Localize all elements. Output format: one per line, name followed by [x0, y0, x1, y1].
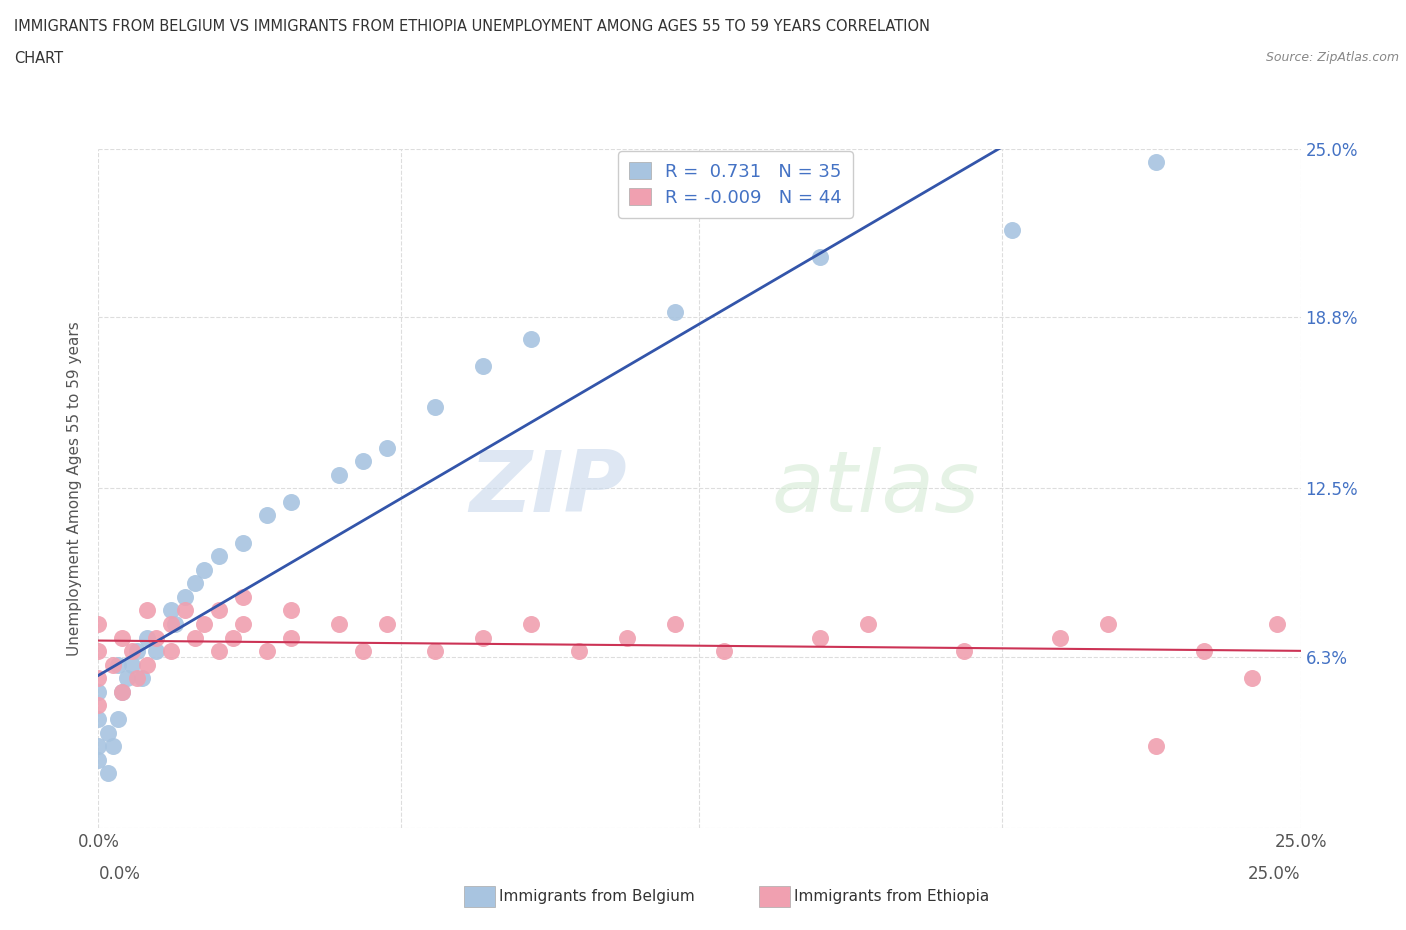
Point — [87, 738, 110, 753]
Point — [1241, 671, 1264, 685]
Text: Source: ZipAtlas.com: Source: ZipAtlas.com — [1265, 51, 1399, 64]
Point — [125, 644, 148, 658]
Point — [208, 644, 231, 658]
Point — [520, 331, 543, 346]
Point — [135, 631, 157, 645]
Point — [183, 576, 205, 591]
Point — [232, 617, 254, 631]
Point — [107, 658, 129, 672]
Text: 0.0%: 0.0% — [98, 865, 141, 884]
Text: Immigrants from Belgium: Immigrants from Belgium — [499, 889, 695, 904]
Point — [97, 766, 120, 781]
Point — [135, 658, 157, 672]
Legend: R =  0.731   N = 35, R = -0.009   N = 44: R = 0.731 N = 35, R = -0.009 N = 44 — [619, 151, 853, 218]
Point — [520, 617, 543, 631]
Point — [280, 631, 302, 645]
Point — [111, 684, 134, 699]
Text: CHART: CHART — [14, 51, 63, 66]
Point — [131, 671, 153, 685]
Point — [183, 631, 205, 645]
Point — [664, 617, 686, 631]
Point — [472, 359, 495, 374]
Point — [222, 631, 245, 645]
Point — [145, 644, 167, 658]
Point — [375, 440, 398, 455]
Point — [101, 738, 124, 753]
Point — [328, 617, 350, 631]
Point — [1144, 738, 1167, 753]
Point — [1049, 631, 1071, 645]
Point — [472, 631, 495, 645]
Point — [159, 603, 181, 618]
Point — [87, 644, 110, 658]
Point — [713, 644, 735, 658]
Point — [174, 603, 197, 618]
Point — [87, 711, 110, 726]
Point — [145, 631, 167, 645]
Point — [856, 617, 879, 631]
Point — [174, 590, 197, 604]
Point — [193, 617, 215, 631]
Text: atlas: atlas — [772, 446, 980, 530]
Point — [87, 684, 110, 699]
Point — [423, 399, 446, 414]
Point — [808, 250, 831, 265]
Text: 25.0%: 25.0% — [1249, 865, 1301, 884]
Point — [280, 495, 302, 510]
Point — [352, 644, 374, 658]
Point — [87, 671, 110, 685]
Point — [352, 454, 374, 469]
Point — [117, 671, 139, 685]
Point — [1097, 617, 1119, 631]
Point — [159, 617, 181, 631]
Point — [328, 467, 350, 482]
Y-axis label: Unemployment Among Ages 55 to 59 years: Unemployment Among Ages 55 to 59 years — [67, 321, 83, 656]
Point — [125, 671, 148, 685]
Point — [616, 631, 638, 645]
Point — [101, 658, 124, 672]
Point — [568, 644, 591, 658]
Point — [87, 617, 110, 631]
Point — [375, 617, 398, 631]
Point — [135, 603, 157, 618]
Point — [1144, 155, 1167, 170]
Point — [1001, 223, 1024, 238]
Point — [232, 535, 254, 550]
Point — [256, 644, 278, 658]
Point — [111, 631, 134, 645]
Point — [87, 698, 110, 713]
Point — [107, 711, 129, 726]
Point — [111, 684, 134, 699]
Point — [256, 508, 278, 523]
Point — [664, 304, 686, 319]
Point — [953, 644, 976, 658]
Point — [280, 603, 302, 618]
Point — [121, 644, 143, 658]
Point — [87, 752, 110, 767]
Point — [121, 658, 143, 672]
Point — [1194, 644, 1216, 658]
Text: ZIP: ZIP — [470, 446, 627, 530]
Point — [165, 617, 187, 631]
Point — [423, 644, 446, 658]
Point — [232, 590, 254, 604]
Point — [1265, 617, 1288, 631]
Text: IMMIGRANTS FROM BELGIUM VS IMMIGRANTS FROM ETHIOPIA UNEMPLOYMENT AMONG AGES 55 T: IMMIGRANTS FROM BELGIUM VS IMMIGRANTS FR… — [14, 19, 929, 33]
Point — [808, 631, 831, 645]
Point — [193, 563, 215, 578]
Point — [97, 725, 120, 740]
Text: Immigrants from Ethiopia: Immigrants from Ethiopia — [794, 889, 990, 904]
Point — [159, 644, 181, 658]
Point — [208, 603, 231, 618]
Point — [208, 549, 231, 564]
